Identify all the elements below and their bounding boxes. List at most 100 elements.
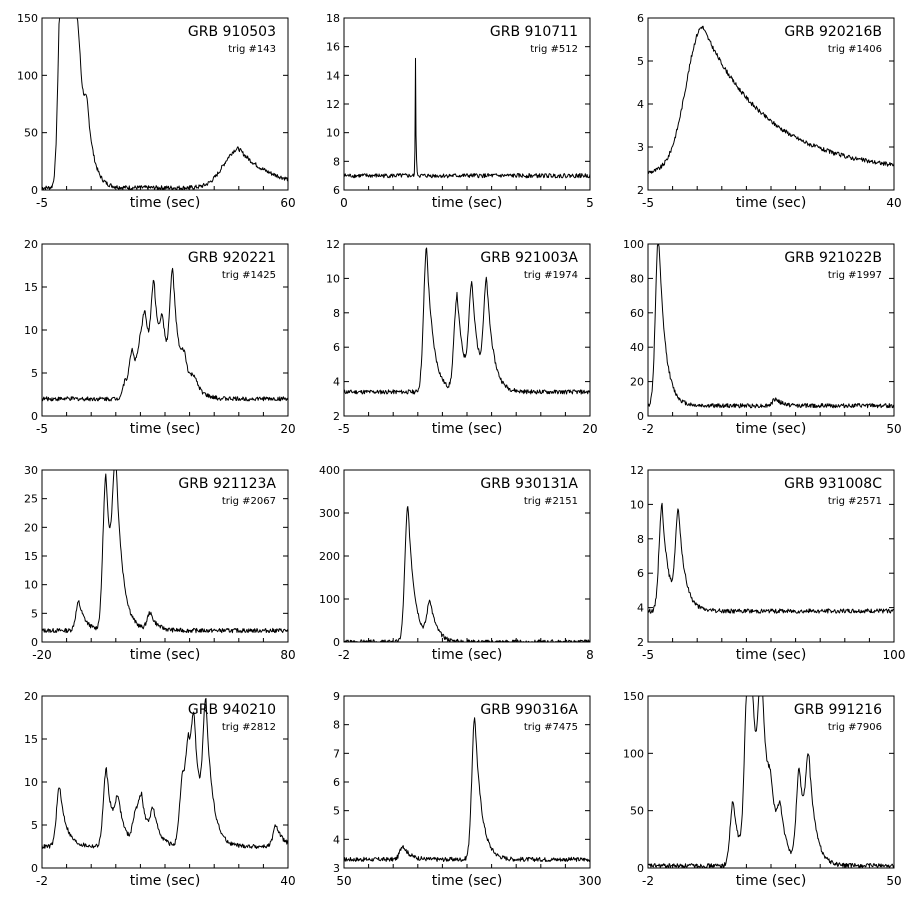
x-min-label: -5 [642, 196, 654, 210]
y-tick-label: 60 [630, 307, 644, 320]
grb-name: GRB 991216 [794, 702, 882, 718]
x-axis-title: time (sec) [130, 195, 201, 211]
x-max-label: 5 [586, 196, 594, 210]
y-tick-label: 10 [630, 498, 644, 511]
grb-name: GRB 990316A [480, 702, 578, 718]
light-curve-series [647, 502, 895, 614]
y-tick-label: 10 [24, 579, 38, 592]
x-axis-title: time (sec) [736, 195, 807, 211]
y-tick-label: 6 [333, 776, 340, 789]
y-tick-label: 5 [31, 607, 38, 620]
y-tick-label: 30 [24, 464, 38, 477]
x-max-label: 8 [586, 648, 594, 662]
x-min-label: -2 [642, 874, 654, 888]
y-tick-label: 5 [637, 55, 644, 68]
x-max-label: 20 [280, 422, 295, 436]
x-max-label: 60 [280, 196, 295, 210]
light-curve-panel: 2 4 6 8 10 12 -5 100 time (sec) GRB 931008C trig #… [630, 464, 906, 663]
x-min-label: -5 [36, 422, 48, 436]
grb-name: GRB 921022B [784, 250, 882, 266]
y-tick-label: 6 [333, 184, 340, 197]
y-tick-label: 4 [637, 98, 644, 111]
y-tick-label: 80 [630, 272, 644, 285]
y-tick-label: 12 [326, 238, 340, 251]
light-curve-series [41, 267, 289, 402]
y-tick-label: 0 [637, 410, 644, 423]
y-tick-label: 16 [326, 41, 340, 54]
y-tick-label: 15 [24, 550, 38, 563]
trigger-number: trig #7906 [828, 722, 882, 733]
light-curve-panel: 0 5 10 15 20 25 30 -20 80 time (sec) GRB 921123A tr… [24, 464, 296, 663]
y-tick-label: 0 [31, 636, 38, 649]
y-tick-label: 150 [623, 690, 644, 703]
trigger-number: trig #2571 [828, 496, 882, 507]
y-tick-label: 150 [17, 12, 38, 25]
y-tick-label: 50 [24, 127, 38, 140]
y-tick-label: 4 [333, 833, 340, 846]
grb-name: GRB 940210 [188, 702, 276, 718]
trigger-number: trig #1425 [222, 270, 276, 281]
y-tick-label: 4 [637, 602, 644, 615]
x-min-label: -2 [642, 422, 654, 436]
trigger-number: trig #1997 [828, 270, 882, 281]
y-tick-label: 8 [333, 307, 340, 320]
trigger-number: trig #7475 [524, 722, 578, 733]
grb-name: GRB 921003A [480, 250, 578, 266]
y-tick-label: 12 [326, 98, 340, 111]
y-tick-label: 15 [24, 733, 38, 746]
y-tick-label: 8 [333, 155, 340, 168]
y-tick-label: 4 [333, 376, 340, 389]
y-tick-label: 10 [24, 776, 38, 789]
y-tick-label: 8 [637, 533, 644, 546]
light-curve-series [343, 717, 591, 862]
x-min-label: -5 [642, 648, 654, 662]
y-tick-label: 20 [24, 690, 38, 703]
y-tick-label: 0 [31, 184, 38, 197]
x-min-label: -5 [36, 196, 48, 210]
y-tick-label: 20 [630, 376, 644, 389]
y-tick-label: 25 [24, 493, 38, 506]
y-tick-label: 9 [333, 690, 340, 703]
light-curve-panel: 0 100 200 300 400 -2 8 time (sec) GRB 930131A tri… [319, 464, 594, 663]
y-tick-label: 10 [326, 272, 340, 285]
y-tick-label: 300 [319, 507, 340, 520]
x-axis-title: time (sec) [432, 873, 503, 889]
x-axis-title: time (sec) [130, 647, 201, 663]
light-curve-panel: 2 3 4 5 6 -5 40 time (sec) GRB 920216B trig #1406 [637, 12, 902, 211]
y-tick-label: 6 [637, 567, 644, 580]
trigger-number: trig #1406 [828, 44, 882, 55]
trigger-number: trig #2151 [524, 496, 578, 507]
light-curve-panel: 0 50 100 150 -5 60 time (sec) GRB 910503 trig #1… [17, 12, 296, 211]
y-tick-label: 2 [637, 184, 644, 197]
y-tick-label: 8 [333, 719, 340, 732]
x-max-label: 40 [280, 874, 295, 888]
trigger-number: trig #2812 [222, 722, 276, 733]
grb-name: GRB 910503 [188, 24, 276, 40]
x-max-label: 40 [886, 196, 901, 210]
y-tick-label: 10 [24, 324, 38, 337]
y-tick-label: 100 [623, 238, 644, 251]
y-tick-label: 2 [637, 636, 644, 649]
x-min-label: -2 [36, 874, 48, 888]
trigger-number: trig #512 [530, 44, 578, 55]
light-curve-panel: 0 50 100 150 -2 50 time (sec) GRB 991216 trig #7… [623, 690, 902, 889]
y-tick-label: 6 [637, 12, 644, 25]
light-curve-panel: 3 4 5 6 7 8 9 50 300 time (sec) GRB 990316A trig #7… [333, 690, 602, 889]
light-curve-series [647, 243, 895, 409]
y-tick-label: 18 [326, 12, 340, 25]
light-curve-panel: 0 5 10 15 20 -2 40 time (sec) GRB 940210 trig #28… [24, 690, 296, 889]
y-tick-label: 400 [319, 464, 340, 477]
x-min-label: 0 [340, 196, 348, 210]
x-max-label: 300 [579, 874, 602, 888]
y-tick-label: 0 [31, 410, 38, 423]
x-axis-title: time (sec) [130, 873, 201, 889]
x-axis-title: time (sec) [736, 647, 807, 663]
x-max-label: 100 [883, 648, 906, 662]
y-tick-label: 6 [333, 341, 340, 354]
x-max-label: 80 [280, 648, 295, 662]
light-curve-series [343, 506, 591, 643]
y-tick-label: 200 [319, 550, 340, 563]
y-tick-label: 3 [333, 862, 340, 875]
x-axis-title: time (sec) [736, 421, 807, 437]
